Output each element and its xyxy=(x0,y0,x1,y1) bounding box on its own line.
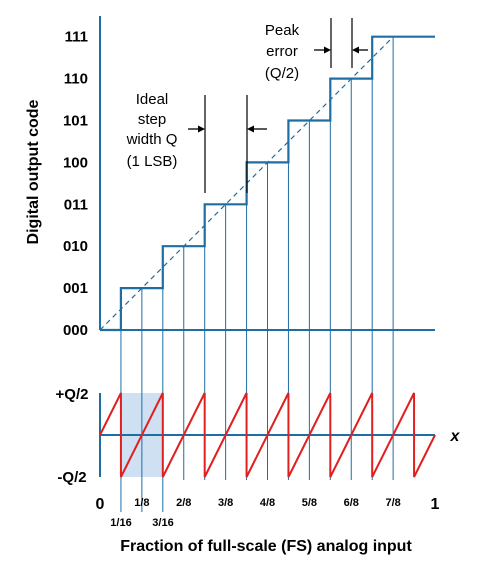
step-width-line-1: Ideal xyxy=(136,91,169,108)
code-label-100: 100 xyxy=(63,154,88,171)
peak-error-line-1: Peak xyxy=(265,22,300,39)
step-width-right-arrowhead xyxy=(247,125,254,133)
peak-error-left-arrowhead xyxy=(324,46,331,54)
step-width-line-2: step xyxy=(138,111,166,128)
x-tick-zero: 0 xyxy=(96,496,105,513)
peak-error-right-arrowhead xyxy=(352,46,359,54)
step-width-line-4: (1 LSB) xyxy=(127,153,178,170)
x-tick-1-16: 1/16 xyxy=(110,517,131,529)
x-tick-eighth: 2/8 xyxy=(176,497,191,509)
x-tick-3-16: 3/16 xyxy=(152,517,173,529)
code-label-000: 000 xyxy=(63,322,88,339)
x-axis-title: Fraction of full-scale (FS) analog input xyxy=(120,538,412,555)
x-ticks-eighths: 1/8 2/8 3/8 4/8 5/8 6/8 7/8 xyxy=(134,497,401,509)
code-label-001: 001 xyxy=(63,280,88,297)
x-tick-eighth: 3/8 xyxy=(218,497,233,509)
code-label-101: 101 xyxy=(63,113,88,130)
x-tick-eighth: 5/8 xyxy=(302,497,317,509)
code-label-010: 010 xyxy=(63,238,88,255)
peak-error-line-2: error xyxy=(266,43,298,60)
step-width-line-3: width Q xyxy=(126,131,178,148)
step-width-left-arrowhead xyxy=(198,125,205,133)
x-tick-one: 1 xyxy=(431,496,440,513)
x-tick-eighth: 7/8 xyxy=(385,497,400,509)
code-label-110: 110 xyxy=(64,71,88,88)
peak-error-line-3: (Q/2) xyxy=(265,65,299,82)
x-tick-eighth: 4/8 xyxy=(260,497,275,509)
y-axis-title: Digital output code xyxy=(25,99,42,244)
code-label-111: 111 xyxy=(65,29,88,46)
code-label-011: 011 xyxy=(64,196,88,213)
x-tick-eighth: 1/8 xyxy=(134,497,149,509)
step-width-annotation: Ideal step width Q (1 LSB) xyxy=(126,91,267,193)
peak-error-annotation: Peak error (Q/2) xyxy=(265,18,368,82)
x-symbol: x xyxy=(450,428,461,445)
code-labels: 000 001 010 011 100 101 110 111 xyxy=(63,29,88,339)
plus-half-lsb-label: +Q/2 xyxy=(56,386,89,403)
minus-half-lsb-label: -Q/2 xyxy=(57,469,86,486)
quantization-error-sawtooth xyxy=(99,392,436,478)
x-tick-eighth: 6/8 xyxy=(344,497,359,509)
